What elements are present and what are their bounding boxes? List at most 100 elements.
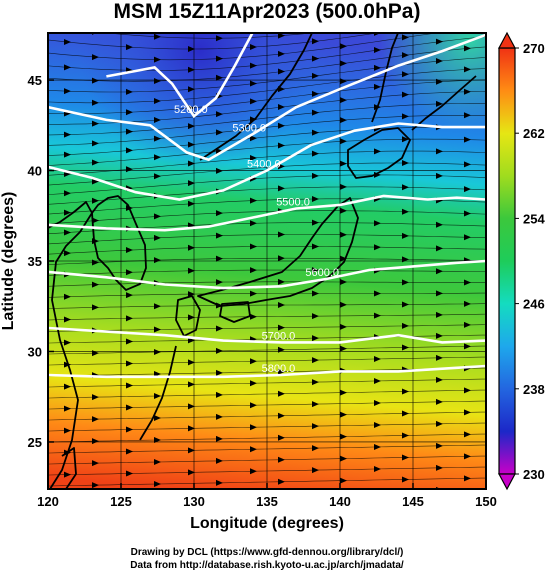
streamline-arrow bbox=[64, 131, 71, 138]
streamline-arrow bbox=[340, 389, 347, 396]
streamline-arrow bbox=[250, 424, 257, 431]
streamline bbox=[48, 246, 486, 255]
streamline-arrow bbox=[436, 268, 443, 275]
streamline bbox=[48, 411, 486, 421]
streamline-arrow bbox=[464, 88, 471, 95]
streamline-arrow bbox=[154, 56, 161, 63]
streamline-arrow bbox=[278, 278, 285, 285]
streamline-arrow bbox=[126, 205, 133, 212]
x-tick-label: 140 bbox=[329, 494, 351, 509]
streamline-arrow bbox=[402, 34, 409, 41]
streamline-arrow bbox=[216, 111, 223, 118]
y-tick-label: 45 bbox=[28, 73, 42, 88]
streamline-arrow bbox=[250, 43, 257, 50]
x-axis-label: Longitude (degrees) bbox=[190, 515, 344, 532]
streamline-arrow bbox=[64, 293, 71, 300]
streamline-arrow bbox=[340, 255, 347, 262]
streamline bbox=[48, 466, 486, 476]
streamline-arrow bbox=[92, 217, 99, 224]
streamline-arrow bbox=[374, 244, 381, 251]
streamline-arrow bbox=[92, 460, 99, 467]
streamline-arrow bbox=[278, 231, 285, 238]
lat-lon-grid bbox=[48, 33, 486, 489]
y-tick-label: 35 bbox=[28, 254, 42, 269]
streamline-arrow bbox=[402, 322, 409, 329]
colorbar-min-triangle bbox=[498, 473, 516, 491]
streamline bbox=[48, 334, 486, 344]
streamline-arrow bbox=[278, 33, 285, 39]
streamline-arrow bbox=[340, 411, 347, 418]
streamline-arrow bbox=[126, 247, 133, 254]
streamline bbox=[48, 46, 486, 82]
streamline-arrow bbox=[126, 147, 133, 154]
contour-label: 5500.0 bbox=[276, 197, 310, 209]
streamline-arrow bbox=[312, 195, 319, 202]
contour-label: 5600.0 bbox=[305, 267, 339, 279]
streamline-arrow bbox=[250, 446, 257, 453]
streamline-arrow bbox=[64, 339, 71, 346]
streamline-arrow bbox=[436, 332, 443, 339]
streamline-arrow bbox=[250, 468, 257, 475]
streamline-arrow bbox=[340, 231, 347, 238]
streamline-arrow bbox=[92, 77, 99, 84]
streamline-arrow bbox=[250, 154, 257, 161]
streamline-arrow bbox=[464, 321, 471, 328]
streamline-arrow bbox=[126, 269, 133, 276]
streamline bbox=[48, 313, 486, 321]
streamline bbox=[48, 324, 486, 332]
streamline-arrow bbox=[340, 345, 347, 352]
streamline-arrow bbox=[250, 313, 257, 320]
streamline-arrow bbox=[92, 54, 99, 61]
streamline-arrow bbox=[126, 315, 133, 322]
contour-label: 5400.0 bbox=[247, 159, 281, 171]
credit-data: Data from http://database.rish.kyoto-u.a… bbox=[130, 560, 404, 571]
streamline-arrow bbox=[126, 338, 133, 345]
streamline-arrow bbox=[402, 113, 409, 120]
colorbar-ticks: 230 238 246 254 262 270 bbox=[515, 41, 545, 482]
colorbar-body bbox=[498, 47, 516, 475]
streamline-arrow bbox=[436, 398, 443, 405]
streamline-arrow bbox=[436, 245, 443, 252]
x-tick-label: 125 bbox=[110, 494, 132, 509]
y-axis-label: Latitude (degrees) bbox=[0, 192, 17, 331]
streamline-arrow bbox=[154, 370, 161, 377]
streamline-arrow bbox=[278, 434, 285, 441]
streamline-arrow bbox=[216, 502, 223, 508]
streamline-arrow bbox=[154, 154, 161, 161]
streamline-arrow bbox=[464, 300, 471, 307]
streamline bbox=[48, 444, 486, 454]
streamline-arrow bbox=[154, 173, 161, 180]
streamline-arrow bbox=[374, 443, 381, 450]
streamline-arrow bbox=[436, 376, 443, 383]
y-tick-label: 25 bbox=[28, 435, 42, 450]
streamline-arrow bbox=[250, 267, 257, 274]
streamline-arrow bbox=[126, 88, 133, 95]
streamline-arrow bbox=[340, 455, 347, 462]
streamline-arrow bbox=[340, 477, 347, 484]
streamline-arrow bbox=[216, 35, 223, 42]
coastline-russia bbox=[199, 33, 313, 161]
streamline-arrow bbox=[402, 232, 409, 239]
streamline-arrow bbox=[312, 109, 319, 116]
coastline-shikoku bbox=[219, 301, 251, 323]
streamline-arrow bbox=[64, 190, 71, 197]
streamline-arrow bbox=[340, 279, 347, 286]
x-tick-label: 130 bbox=[183, 494, 205, 509]
streamline-arrow bbox=[374, 104, 381, 111]
streamline-arrow bbox=[340, 60, 347, 67]
streamline-arrow bbox=[92, 394, 99, 401]
streamline-arrow bbox=[188, 46, 195, 53]
coastline-kurils bbox=[411, 75, 477, 131]
colorbar-tick-label: 230 bbox=[523, 467, 545, 482]
streamline-arrow bbox=[436, 21, 443, 27]
streamline-arrow bbox=[464, 66, 471, 73]
streamline-arrow bbox=[216, 325, 223, 332]
streamline-arrow bbox=[154, 458, 161, 465]
streamline-arrow bbox=[188, 200, 195, 207]
streamline-arrow bbox=[92, 120, 99, 127]
streamline bbox=[48, 162, 486, 186]
streamline-arrow bbox=[92, 99, 99, 106]
streamline-arrow bbox=[374, 465, 381, 472]
streamline-arrow bbox=[402, 208, 409, 215]
streamline-arrow bbox=[216, 279, 223, 286]
